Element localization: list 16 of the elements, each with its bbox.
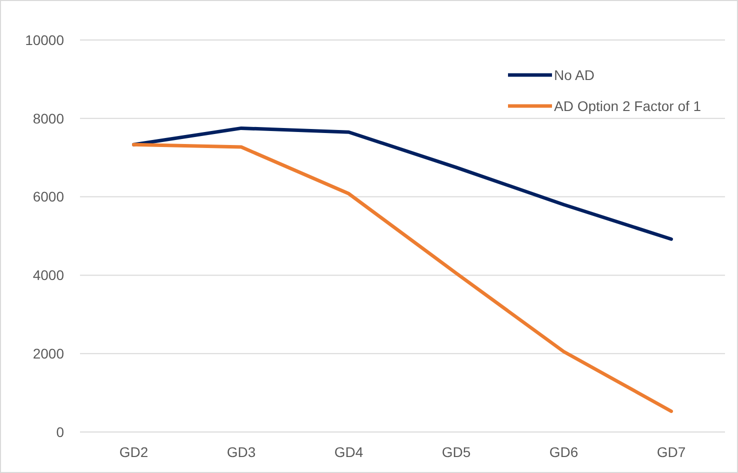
y-tick-label: 8000	[32, 110, 64, 126]
line-series	[132, 142, 673, 413]
x-tick-label: GD7	[656, 444, 686, 460]
y-tick-label: 10000	[25, 32, 64, 48]
y-tick-label: 2000	[32, 346, 64, 362]
x-tick-label: GD6	[549, 444, 578, 460]
x-tick-label: GD3	[226, 444, 256, 460]
line-series	[132, 126, 673, 241]
x-tick-label: GD4	[334, 444, 364, 460]
x-tick-label: GD2	[119, 444, 148, 460]
y-tick-label: 0	[56, 424, 64, 440]
y-tick-label: 6000	[32, 188, 64, 205]
legend-label: AD Option 2 Factor of 1	[554, 98, 702, 114]
x-tick-label: GD5	[442, 444, 471, 460]
legend-label: No AD	[554, 66, 594, 83]
y-tick-label: 4000	[32, 267, 64, 284]
